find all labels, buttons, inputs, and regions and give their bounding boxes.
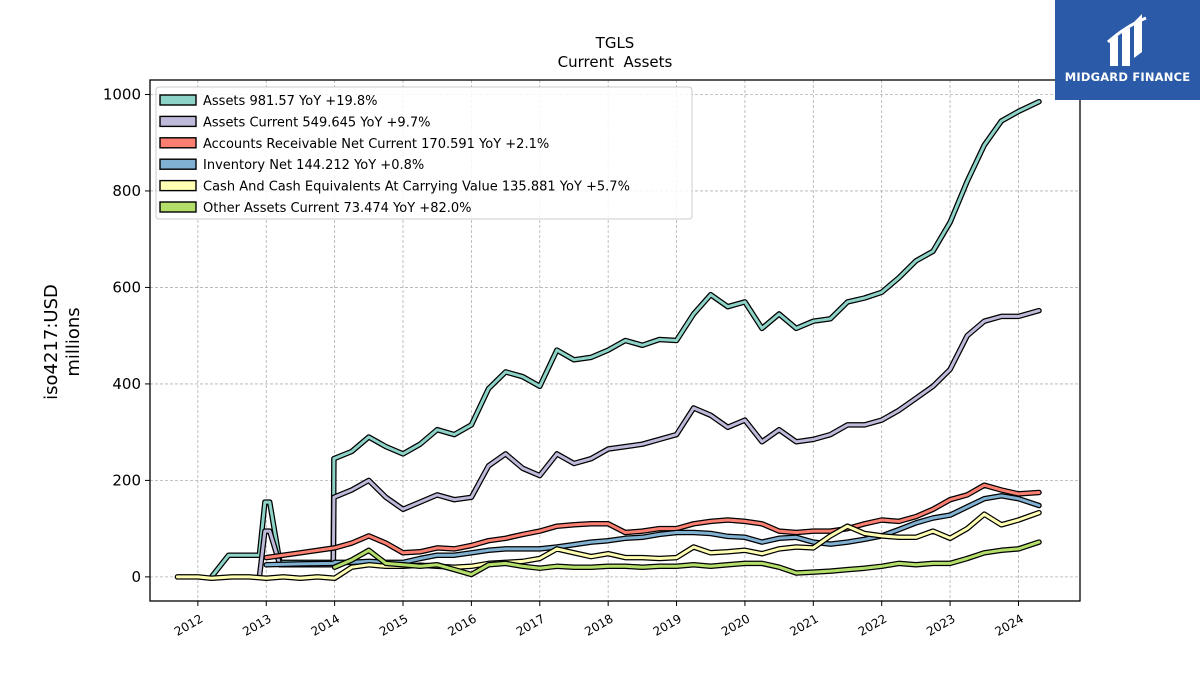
series-line-3 [263,493,1042,568]
series-stroke [333,540,1041,576]
legend-entry: Other Assets Current 73.474 YoY +82.0% [203,201,472,216]
chart-subtitle: Current Assets [558,53,673,71]
brand-logo: MIDGARD FINANCE [1055,0,1200,100]
legend-entry: Assets Current 549.645 YoY +9.7% [203,115,430,130]
legend-entry: Accounts Receivable Net Current 170.591 … [203,137,549,152]
series-line-2 [263,482,1042,561]
y-tick-label: 0 [131,568,141,586]
series-stroke [264,494,1041,567]
series-lines [174,98,1042,582]
y-tick-label: 400 [112,375,141,393]
legend-swatch [159,201,197,213]
legend-swatch [159,137,197,149]
y-axis-label-line1: iso4217:USD [41,284,62,400]
series-stroke [175,511,1041,580]
legend-swatch [159,179,197,192]
y-tick-label: 200 [112,471,141,489]
y-axis: 0 200 400 600 800 1000 [103,85,150,586]
legend-swatch [159,158,197,170]
midgard-logo-icon [1107,14,1147,66]
y-tick-label: 800 [112,182,141,200]
series-line-5 [331,539,1042,578]
plot-frame [149,79,1081,602]
legend-entry: Inventory Net 144.212 YoY +0.8% [203,158,424,173]
y-axis-label-line2: millions [63,307,84,376]
legend-box [155,86,693,220]
legend: Assets 981.57 YoY +19.8% Assets Current 5… [155,86,693,220]
series-line-4 [174,509,1042,582]
legend-swatch [159,115,197,128]
y-tick-label: 600 [112,278,141,296]
legend-swatch [159,94,197,106]
series-stroke [264,483,1041,560]
legend-entry: Assets 981.57 YoY +19.8% [203,94,378,109]
series-line-1 [256,307,1042,580]
y-tick-label: 1000 [103,85,141,103]
chart-title: TGLS [595,34,635,52]
legend-entry: Cash And Cash Equivalents At Carrying Va… [203,180,630,195]
series-stroke [257,309,1041,579]
brand-name: MIDGARD FINANCE [1064,70,1191,84]
